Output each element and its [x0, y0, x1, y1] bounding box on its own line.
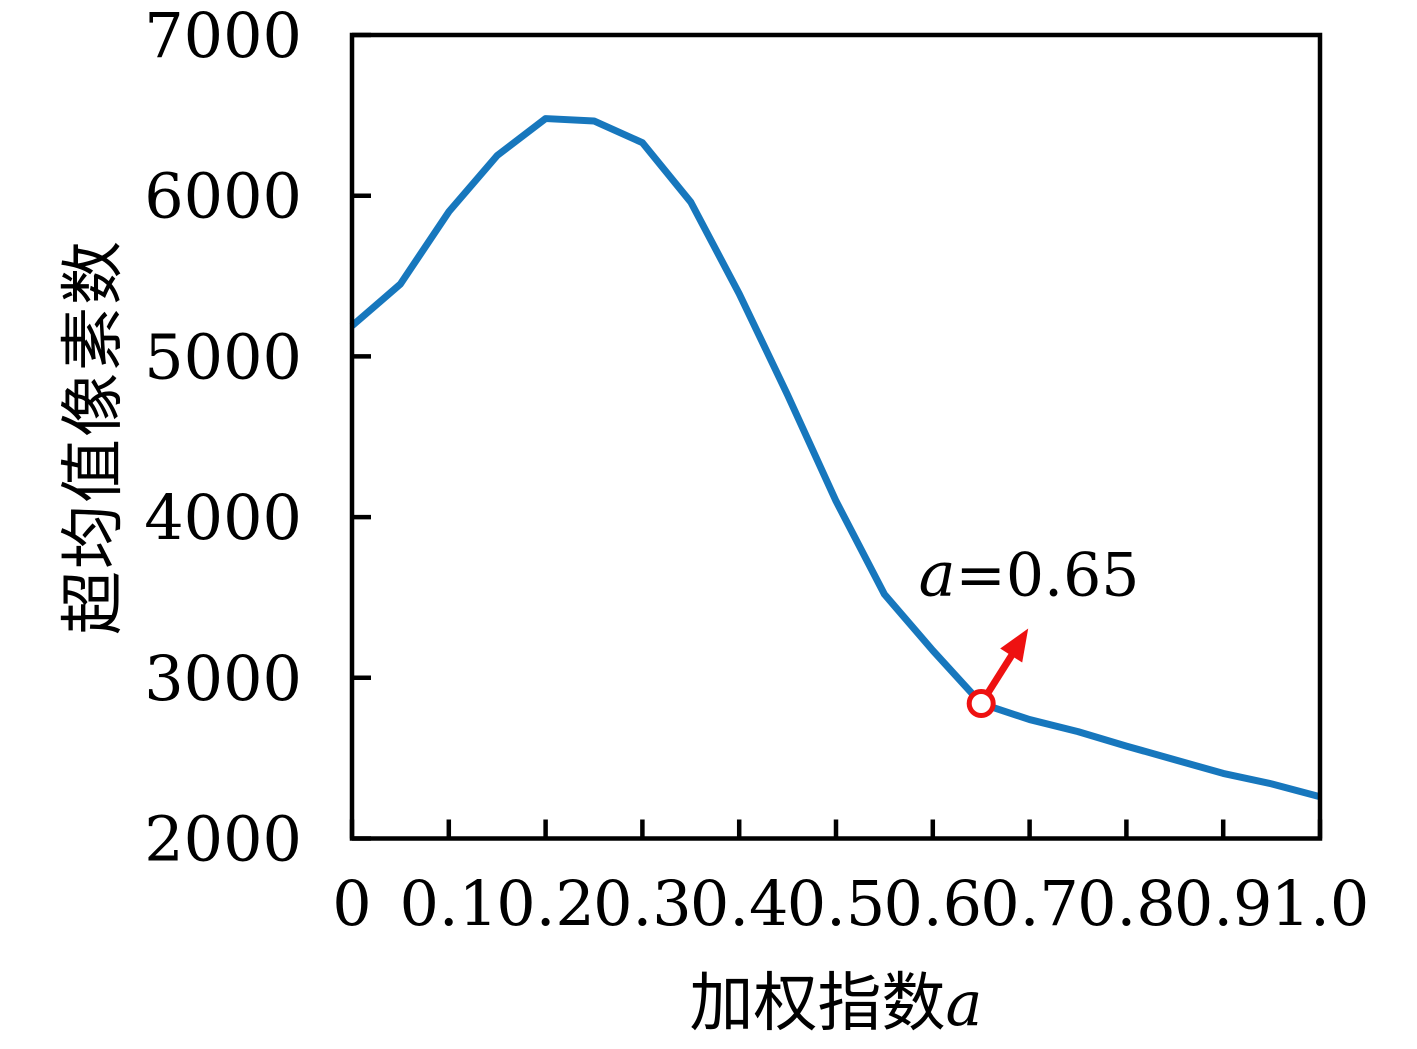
x-tick-label: 0.8	[1077, 867, 1176, 940]
y-tick-label: 7000	[144, 0, 302, 72]
y-tick-label: 2000	[144, 803, 302, 876]
x-tick-label: 0.4	[690, 867, 789, 940]
annotation-a-065: a=0.65	[919, 538, 1140, 611]
x-tick-label: 0.7	[980, 867, 1079, 940]
highlight-marker	[966, 689, 996, 719]
x-tick-label: 0	[332, 867, 371, 940]
axis-frame	[349, 32, 1323, 841]
x-tick-label: 0.9	[1174, 867, 1273, 940]
x-tick-label: 0.5	[787, 867, 886, 940]
x-axis-label: 加权指数a	[690, 952, 983, 1044]
x-tick-label: 0.1	[399, 867, 498, 940]
y-tick-label: 3000	[144, 642, 302, 715]
data-line	[349, 115, 1321, 801]
annotation-arrow-head	[1000, 628, 1029, 663]
annotation-arrow-shaft	[985, 652, 1016, 695]
annotation-variable: a	[918, 537, 956, 611]
x-tick-label: 0.6	[883, 867, 982, 940]
y-axis-label: 超均值像素数	[57, 239, 131, 635]
x-tick-label: 0.2	[496, 867, 595, 940]
y-tick-label: 4000	[144, 481, 302, 554]
x-axis-label-text: 加权指数	[689, 967, 946, 1041]
y-tick-label: 6000	[144, 160, 302, 233]
y-tick-label: 5000	[144, 320, 302, 393]
annotation-value: =0.65	[955, 540, 1140, 611]
x-tick-label: 0.3	[593, 867, 692, 940]
x-tick-label: 1.0	[1271, 867, 1370, 940]
x-axis-label-variable: a	[945, 967, 983, 1040]
